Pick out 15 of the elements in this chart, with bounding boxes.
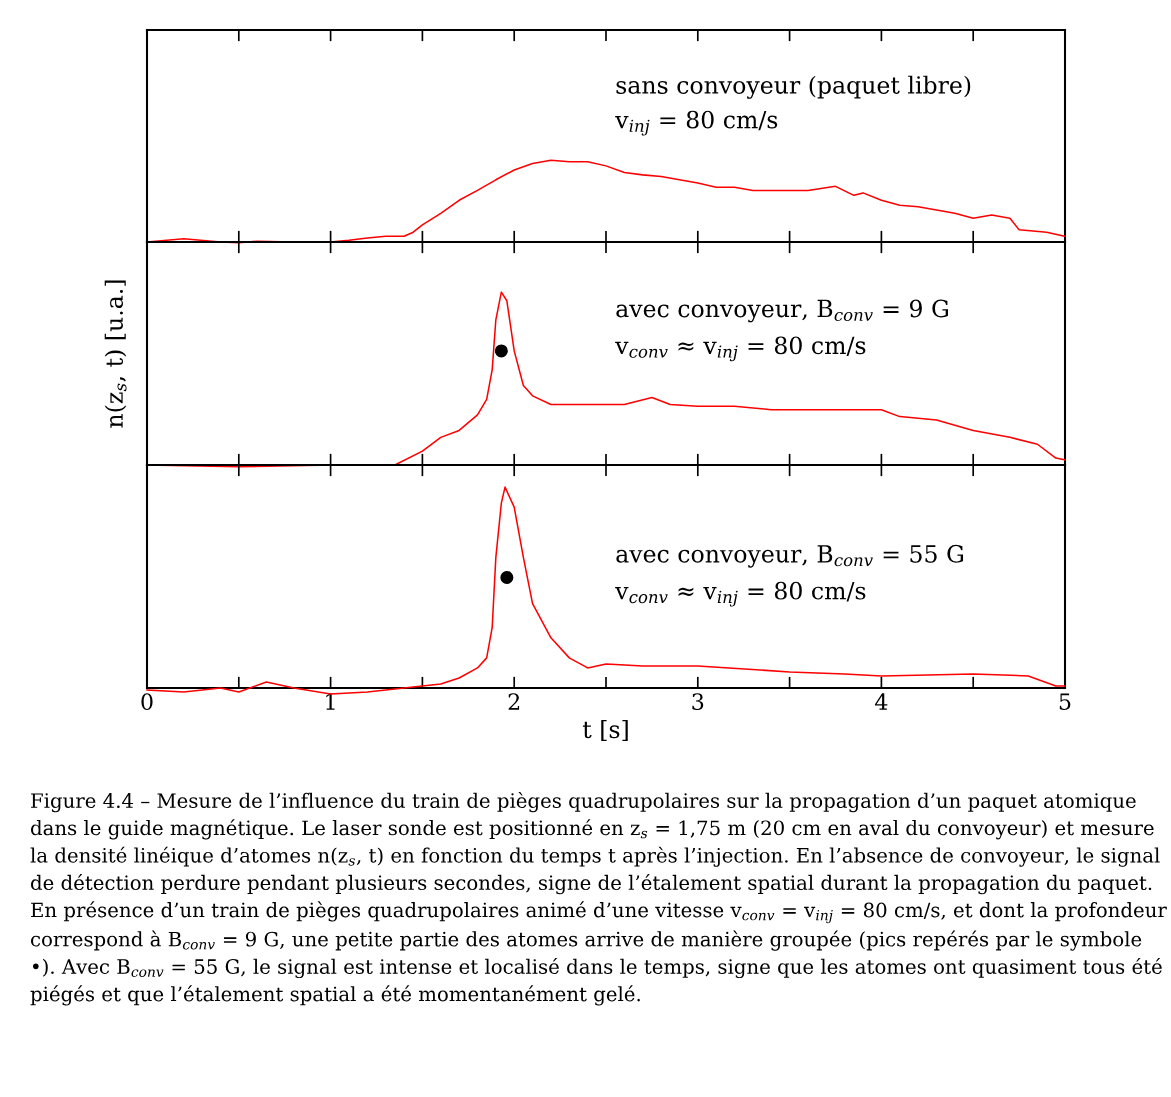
text: Figure 4.4 – Mesure de l’influence du train de pièges quadrupolaires sur la propagation d’un paquet atomique dans le guide magnétique. Le laser sonde est positionné en z$_{s}$ = 1,75 m (20 cm en aval du convoyeur) et mesure la densité linéique d’atomes n(z$_{s}$, t) en fonction du temps t après l’injection. En l’absence de convoyeur, le signal de détection perdure pendant plusieurs secondes, signe de l’étalement spatial durant la propagation du paquet. En présence d’un train de pièges quadrupolaires animé d’une vitesse v$_{conv}$ = v$_{inj}$ = 80 cm/s, et dont la profondeur correspond à B$_{conv}$ = 9 G, une petite partie des atomes arrive de manière groupée (pics repérés par le symbole •). Avec B$_{conv}$ = 55 G, le signal est intense et localisé dans le temps, signe que les atomes ont quasiment tous été piégés et que l’étalement spatial a été momentanément gelé. <box>30 792 1167 1006</box>
x-tick-label: 2 <box>508 693 520 710</box>
x-axis-title: t [s] <box>582 719 628 741</box>
annotation: v$_{conv}$ ≈ v$_{inj}$ = 80 cm/s <box>615 336 866 362</box>
y-axis-title: n(z$_{s}$, t) [u.a.] <box>104 280 127 428</box>
annotation: avec convoyeur, B$_{conv}$ = 55 G <box>616 544 964 568</box>
text: sans convoyeur (paquet libre) <box>616 75 971 99</box>
text: v$_{inj}$ = 80 cm/s <box>615 110 778 136</box>
annotation: avec convoyeur, B$_{conv}$ = 9 G <box>616 299 948 323</box>
x-tick-label: 5 <box>1059 693 1071 711</box>
annotation: v$_{conv}$ ≈ v$_{inj}$ = 80 cm/s <box>615 581 866 607</box>
x-tick-label: 0 <box>141 693 153 711</box>
x-tick-label: 1 <box>326 693 335 710</box>
x-tick-label: 3 <box>692 693 704 711</box>
x-tick-label: 4 <box>875 693 888 710</box>
